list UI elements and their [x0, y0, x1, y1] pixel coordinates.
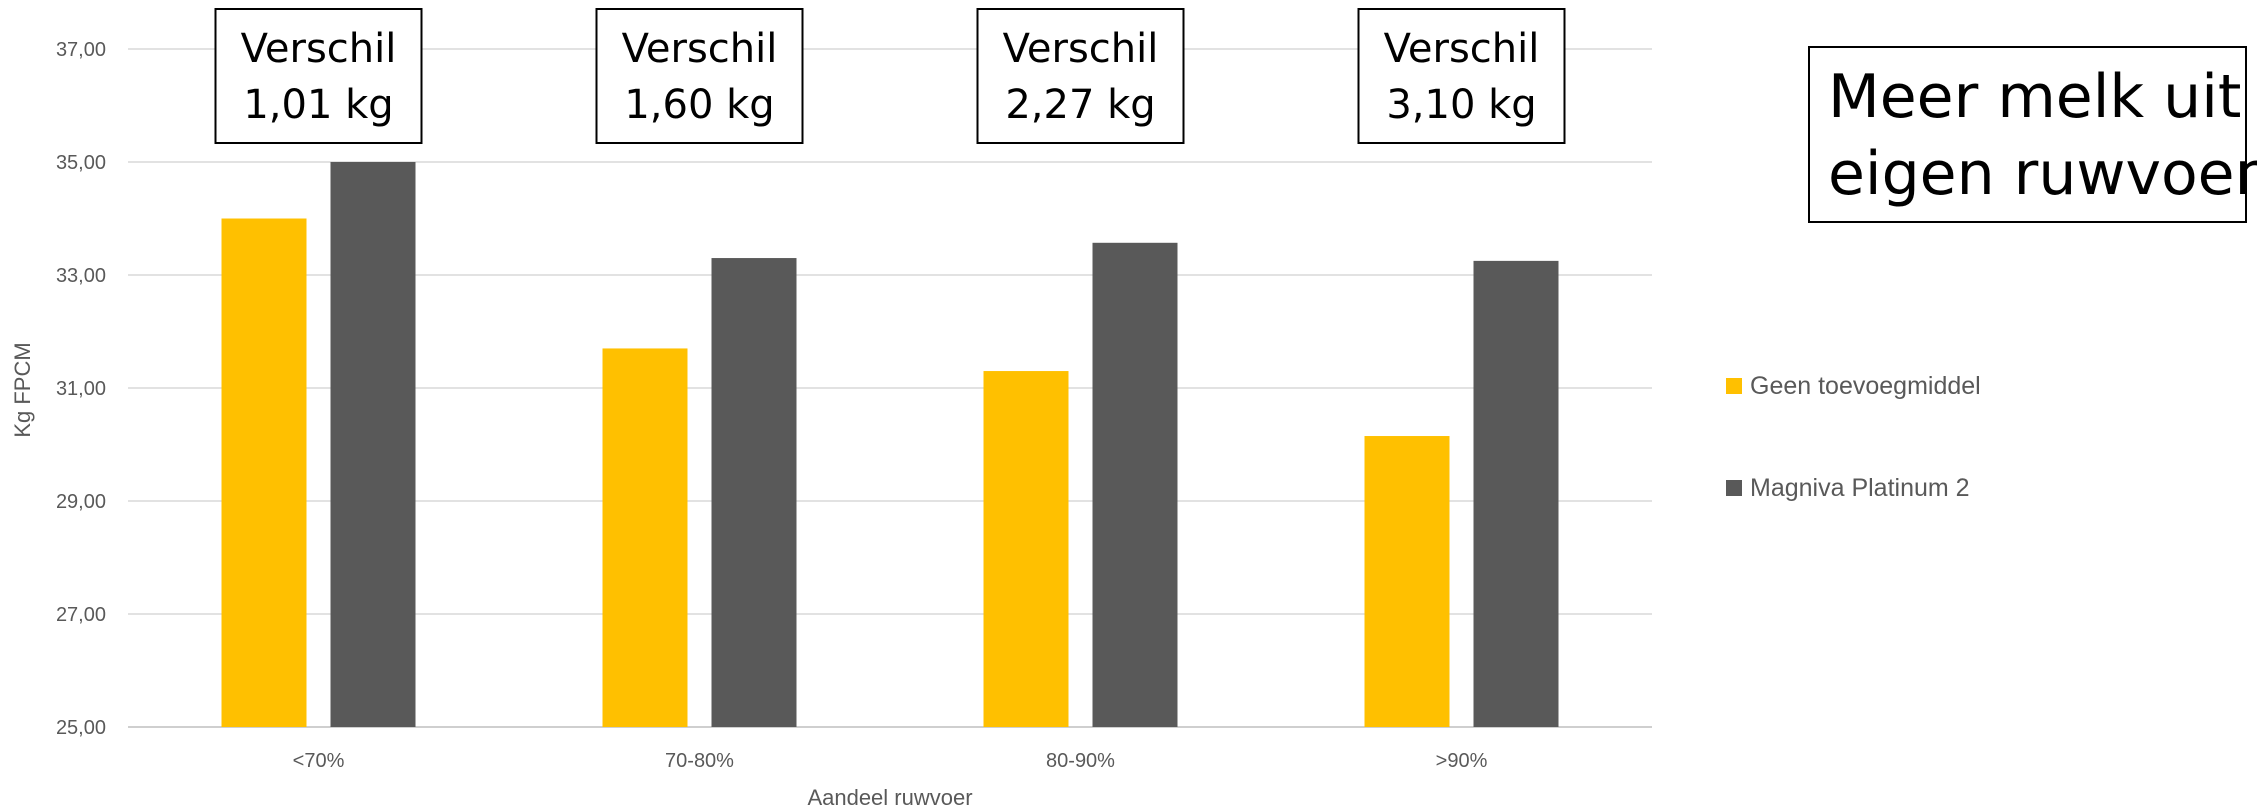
legend-item-geen-toevoegmiddel: Geen toevoegmiddel [1726, 372, 1981, 400]
legend-item-magniva-platinum-2: Magniva Platinum 2 [1726, 474, 1970, 502]
x-tick-label: 70-80% [665, 750, 734, 772]
legend: Geen toevoegmiddel Magniva Platinum 2 [1726, 372, 1981, 502]
headline-box: Meer melk uit eigen ruwvoer! [1808, 46, 2257, 223]
legend-label-geen-toevoegmiddel: Geen toevoegmiddel [1750, 372, 1981, 400]
x-tick-label: <70% [293, 750, 345, 772]
y-tick-label: 31,00 [56, 378, 106, 400]
difference-label: Verschil [1384, 26, 1540, 72]
bar-magniva-platinum-2 [1092, 242, 1178, 728]
y-tick-label: 33,00 [56, 265, 106, 287]
x-tick-labels: <70% 70-80% 80-90% >90% [293, 750, 1488, 772]
difference-annotations: Verschil 1,01 kg Verschil 1,60 kg Verschil 2,… [214, 8, 1566, 144]
y-tick-labels: 25,00 27,00 29,00 31,00 33,00 35,00 37,00 [56, 39, 106, 739]
difference-value: 2,27 kg [1005, 82, 1155, 128]
bars [221, 162, 1559, 728]
bar-magniva-platinum-2 [330, 162, 416, 727]
legend-swatch-geen-toevoegmiddel [1726, 378, 1742, 394]
bar-geen-toevoegmiddel [1364, 436, 1450, 727]
y-tick-label: 35,00 [56, 152, 106, 174]
difference-label: Verschil [622, 26, 778, 72]
y-tick-label: 27,00 [56, 604, 106, 626]
y-tick-label: 29,00 [56, 491, 106, 513]
bar-geen-toevoegmiddel [602, 348, 688, 727]
headline-line-2: eigen ruwvoer! [1828, 139, 2257, 209]
y-tick-label: 37,00 [56, 39, 106, 61]
difference-value: 1,60 kg [624, 82, 774, 128]
difference-box [976, 8, 1185, 144]
difference-label: Verschil [1003, 26, 1159, 72]
bar-magniva-platinum-2 [1473, 260, 1559, 727]
x-axis-title: Aandeel ruwvoer [807, 785, 972, 809]
y-tick-label: 25,00 [56, 717, 106, 739]
x-tick-label: 80-90% [1046, 750, 1115, 772]
difference-annotation: Verschil 3,10 kg [1357, 8, 1566, 144]
headline-line-1: Meer melk uit [1828, 62, 2241, 132]
headline-frame [1808, 46, 2247, 223]
x-tick-label: >90% [1436, 750, 1488, 772]
difference-value: 3,10 kg [1386, 82, 1536, 128]
bar-geen-toevoegmiddel [221, 218, 307, 727]
bar-magniva-platinum-2 [711, 258, 797, 727]
difference-box [1357, 8, 1566, 144]
difference-box [214, 8, 423, 144]
difference-value: 1,01 kg [243, 82, 393, 128]
difference-label: Verschil [241, 26, 397, 72]
bar-geen-toevoegmiddel [983, 371, 1069, 727]
difference-annotation: Verschil 1,60 kg [595, 8, 804, 144]
difference-box [595, 8, 804, 144]
difference-annotation: Verschil 2,27 kg [976, 8, 1185, 144]
y-axis-title: Kg FPCM [10, 342, 35, 437]
legend-label-magniva-platinum-2: Magniva Platinum 2 [1750, 474, 1970, 502]
difference-annotation: Verschil 1,01 kg [214, 8, 423, 144]
legend-swatch-magniva-platinum-2 [1726, 480, 1742, 496]
